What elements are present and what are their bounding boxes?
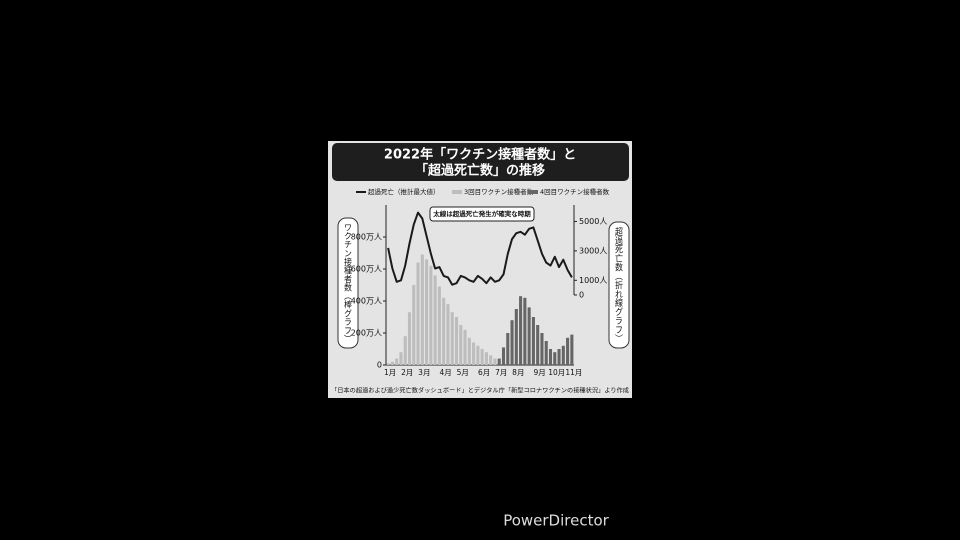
bar	[557, 349, 561, 365]
bar	[446, 304, 450, 365]
x-tick-label: 4月	[440, 368, 452, 377]
bar	[544, 341, 548, 365]
watermark: PowerDirector	[503, 512, 609, 530]
y2-tick-label: 1000人	[579, 276, 607, 285]
legend-swatch	[528, 190, 538, 194]
bar	[472, 342, 476, 365]
x-tick-label: 3月	[418, 368, 430, 377]
y2-tick-label: 3000人	[579, 246, 607, 255]
bar	[510, 320, 514, 365]
bar	[514, 309, 518, 365]
legend-label: 3回目ワクチン接種者数	[464, 187, 534, 196]
bar	[476, 345, 480, 365]
annotation-box	[429, 206, 535, 222]
chart-subtitle: 「超過死亡数」の推移	[415, 163, 545, 179]
x-tick-label: 7月	[495, 368, 507, 377]
y-tick-label: 200万人	[351, 329, 382, 338]
bar	[527, 307, 531, 365]
bar	[416, 262, 420, 365]
y2-tick-label: 5000人	[579, 217, 607, 226]
x-tick-label: 9月	[534, 368, 546, 377]
y-tick-label: 600万人	[351, 265, 382, 274]
bar	[403, 336, 407, 365]
bar	[480, 349, 484, 365]
bar	[497, 358, 501, 365]
y-axis-label: ワクチン接種者数（棒グラフ）	[344, 223, 353, 343]
bar	[433, 275, 437, 365]
x-tick-label: 1月	[384, 368, 396, 377]
x-tick-label: 2月	[401, 368, 413, 377]
bar	[484, 352, 488, 365]
bar	[489, 355, 493, 365]
bar	[450, 312, 454, 365]
legend-label: 4回目ワクチン接種者数	[540, 187, 610, 196]
bar	[386, 363, 390, 365]
bar	[425, 259, 429, 365]
bar	[566, 337, 570, 365]
bar	[437, 286, 441, 365]
x-tick-label: 10月	[548, 368, 565, 377]
x-tick-label: 8月	[512, 368, 524, 377]
y-tick-label: 800万人	[351, 233, 382, 242]
bar	[390, 361, 394, 365]
y-tick-label: 400万人	[351, 297, 382, 306]
x-tick-label: 6月	[478, 368, 490, 377]
x-tick-label: 5月	[457, 368, 469, 377]
bar	[399, 352, 403, 365]
bar	[459, 325, 463, 365]
legend-label: 超過死亡（推計最大値）	[368, 187, 440, 196]
bar	[493, 358, 497, 365]
source-note: 「日本の超過および過少死亡数ダッシュボード」とデジタル庁「新型コロナワクチンの接…	[331, 387, 629, 395]
bar	[519, 296, 523, 365]
bar	[412, 285, 416, 365]
bar	[570, 334, 574, 365]
y2-label-box	[608, 221, 630, 349]
line	[387, 211, 573, 286]
bar	[420, 254, 424, 365]
bar	[536, 325, 540, 365]
annotation: 太線は超過死亡発生が確実な時期	[432, 209, 531, 218]
bar	[506, 333, 510, 365]
y-label-box	[337, 217, 359, 349]
bar	[501, 347, 506, 365]
bar	[442, 297, 446, 365]
chart-title: 2022年「ワクチン接種者数」と	[384, 147, 576, 163]
bar	[395, 358, 399, 365]
bar	[454, 317, 459, 365]
y2-tick-label: 0	[579, 291, 584, 300]
bar	[407, 312, 412, 365]
chart-card	[328, 141, 632, 398]
bar	[548, 349, 553, 365]
bar	[429, 265, 433, 365]
legend-swatch	[452, 190, 462, 194]
bar	[531, 317, 535, 365]
y2-axis-label: 超過死亡数（折れ線グラフ）	[615, 226, 624, 343]
title-band	[332, 143, 629, 181]
y-tick-label: 0	[377, 361, 382, 370]
bar	[463, 329, 467, 365]
bar	[561, 345, 565, 365]
bar	[467, 337, 471, 365]
bar	[523, 297, 527, 365]
x-tick-label: 11月	[565, 368, 582, 377]
bar	[540, 333, 544, 365]
bar	[553, 352, 557, 365]
